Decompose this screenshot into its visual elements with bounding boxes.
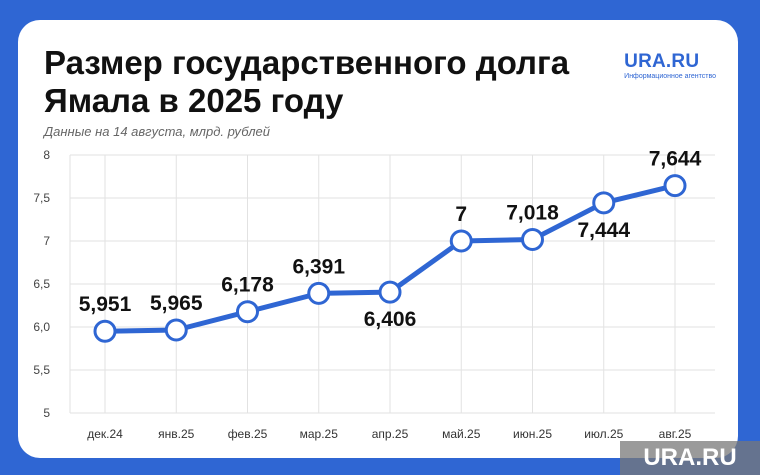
ura-logo[interactable]: URA.RU Информационное агентство: [624, 52, 716, 81]
data-label: 7,018: [506, 201, 559, 224]
logo-tagline: Информационное агентство: [624, 73, 716, 80]
x-tick-label: июл.25: [584, 427, 623, 441]
data-label: 6,406: [364, 308, 417, 331]
data-point: [663, 174, 687, 198]
data-point: [307, 281, 331, 305]
x-tick-label: янв.25: [158, 427, 195, 441]
x-tick-label: май.25: [442, 427, 481, 441]
x-tick-label: авг.25: [659, 427, 692, 441]
grid-layer: [69, 154, 715, 414]
data-label: 7,444: [577, 219, 630, 242]
data-point: [164, 318, 188, 342]
watermark: URA.RU: [620, 441, 760, 475]
data-labels-layer: 5,951 5,965 6,178 6,391 6,406 7 7,018 7,444 7,64…: [79, 148, 702, 331]
data-label: 5,951: [79, 293, 132, 316]
y-tick-label: 7: [43, 234, 50, 248]
data-label: 6,178: [221, 274, 274, 297]
y-tick-label: 5: [43, 406, 50, 420]
data-point: [521, 227, 544, 251]
chart-title: Размер государственного долга Ямала в 20…: [44, 44, 570, 119]
y-axis-ticks: 5 5,5 6,0 6,5 7 7,5 8: [33, 148, 50, 420]
x-tick-label: мар.25: [300, 427, 339, 441]
x-tick-label: апр.25: [372, 427, 409, 441]
x-axis-ticks: дек.24 янв.25 фев.25 мар.25 апр.25 май.25 июн.…: [87, 427, 691, 441]
data-point: [236, 300, 259, 324]
chart-card: Размер государственного долга Ямала в 20…: [18, 20, 738, 458]
logo-name: URA.RU: [624, 51, 700, 72]
data-label: 5,965: [150, 292, 203, 315]
data-point: [592, 191, 616, 215]
data-label: 7,644: [649, 148, 702, 171]
x-tick-label: дек.24: [87, 427, 123, 441]
data-label: 7: [455, 203, 467, 226]
data-point: [378, 280, 402, 304]
y-tick-label: 7,5: [33, 191, 50, 205]
data-point: [93, 319, 117, 343]
data-label: 6,391: [292, 255, 345, 278]
chart-subtitle: Данные на 14 августа, млрд. рублей: [44, 124, 271, 139]
y-tick-label: 6,5: [33, 277, 50, 291]
x-tick-label: июн.25: [513, 427, 552, 441]
series-points-layer: [93, 174, 687, 343]
x-tick-label: фев.25: [228, 427, 268, 441]
y-tick-label: 5,5: [33, 363, 50, 377]
data-point: [449, 229, 473, 253]
y-tick-label: 6,0: [33, 320, 50, 334]
y-tick-label: 8: [43, 148, 50, 162]
